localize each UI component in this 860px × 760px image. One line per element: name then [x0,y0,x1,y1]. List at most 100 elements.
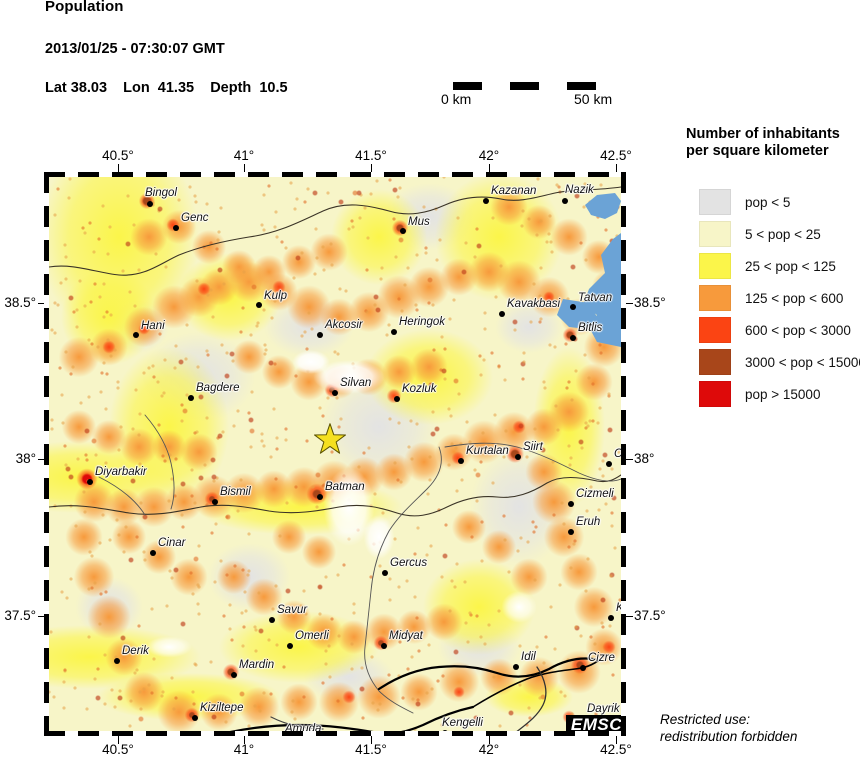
y-axis-label-right: 38.5° [634,295,666,310]
river-tigris [49,475,621,516]
city-label: Kazanan [491,185,537,197]
legend-row: 600 < pop < 3000 [686,314,860,346]
restricted-use-note: Restricted use: redistribution forbidden [660,712,798,744]
y-axis-label-left: 38.5° [4,295,36,310]
legend-label: 3000 < pop < 15000 [745,354,860,370]
city-label: Kozluk [402,383,437,395]
city-dot-icon [188,395,194,401]
legend-label: 5 < pop < 25 [745,226,821,242]
city-label: Hani [141,320,165,332]
city-label: Eruh [576,516,601,528]
city-label: Diyarbakir [95,466,147,478]
lake-polygon [583,233,621,347]
city-label: Cizmeli [576,488,614,500]
y-axis-label-left: 37.5° [4,608,36,623]
y-axis-tick-left [38,303,46,304]
city-label: Ozpinar [614,448,621,460]
river [145,415,174,509]
city-label: Silvan [340,377,372,389]
city-dot-icon [192,715,198,721]
city-label: Batman [325,481,365,493]
city-label: Bingol [145,187,177,199]
city-dot-icon [87,479,93,485]
event-parameters: Lat 38.03 Lon 41.35 Depth 10.5 [45,80,288,96]
city-dot-icon [147,201,153,207]
legend-label: pop < 5 [745,194,791,210]
legend-row: 3000 < pop < 15000 [686,346,860,378]
city-dot-icon [568,529,574,535]
map-border-left [44,172,49,736]
x-axis-label-bottom: 41° [233,742,255,757]
city-label: Mardin [239,659,275,671]
x-axis-tick-bottom [616,736,617,744]
scale-bar-label-left: 0 km [441,91,472,107]
legend-color-swatch [699,189,731,215]
legend: Number of inhabitants per square kilomet… [686,126,860,410]
city-label: Bitlis [578,322,603,334]
city-dot-icon [332,390,338,396]
district-boundary [445,443,621,481]
epicenter-star-icon [313,423,347,457]
river [271,717,323,729]
legend-row: 25 < pop < 125 [686,250,860,282]
event-datetime: 2013/01/25 - 07:30:07 GMT [45,41,225,57]
x-axis-tick-top [244,164,245,172]
legend-color-swatch [699,221,731,247]
legend-label: 125 < pop < 600 [745,290,844,306]
city-label: Dayrik [587,703,620,715]
legend-color-swatch [699,381,731,407]
lake-shapes [557,193,621,347]
city-label: Bagdere [196,382,240,394]
x-axis-label-top: 40.5° [102,148,134,163]
city-dot-icon [317,332,323,338]
raster-nodata [49,177,621,731]
map-frame: BingolGencKazananNazikSeyhMusHaniKulpAkc… [44,172,626,736]
city-label: Tatvan [578,292,613,304]
legend-row: 5 < pop < 25 [686,218,860,250]
city-label: Omerli [295,630,329,642]
x-axis-tick-bottom [489,736,490,744]
page-title: Population [45,0,124,15]
scale-bar [453,82,596,90]
city-dot-icon [483,198,489,204]
city-label: Kavakbasi [507,298,561,310]
x-axis-tick-bottom [371,736,372,744]
river [99,477,145,515]
city-dot-icon [580,665,586,671]
x-axis-tick-top [371,164,372,172]
city-label: Heringok [399,316,446,328]
city-label: Kulp [264,290,288,302]
legend-label: 600 < pop < 3000 [745,322,851,338]
map-border-right [621,172,626,736]
map-border-bottom [44,731,626,736]
star-shape [313,423,347,454]
population-raster [49,177,621,731]
city-label: Kengelli [442,717,483,729]
legend-color-swatch [699,253,731,279]
city-dot-icon [391,329,397,335]
x-axis-label-bottom: 40.5° [102,742,134,757]
city-dot-icon [562,198,568,204]
legend-label: pop > 15000 [745,386,821,402]
city-dot-icon [317,494,323,500]
y-axis-tick-left [38,616,46,617]
legend-label: 25 < pop < 125 [745,258,836,274]
city-dot-icon [442,730,448,731]
city-dot-icon [133,332,139,338]
city-dot-icon [513,664,519,670]
city-label: Derik [122,645,149,657]
y-axis-label-right: 37.5° [634,608,666,623]
legend-row: 125 < pop < 600 [686,282,860,314]
city-dot-icon [381,643,387,649]
river [515,667,546,731]
city-dot-icon [382,570,388,576]
city-dot-icon [269,617,275,623]
city-dot-icon [114,658,120,664]
district-boundary [365,447,442,713]
x-axis-label-top: 41.5° [355,148,387,163]
city-label: Midyat [389,630,423,642]
city-dot-icon [256,302,262,308]
map-container[interactable]: BingolGencKazananNazikSeyhMusHaniKulpAkc… [44,172,626,736]
map-canvas[interactable]: BingolGencKazananNazikSeyhMusHaniKulpAkc… [49,177,621,731]
city-label: Kiziltepe [200,702,244,714]
